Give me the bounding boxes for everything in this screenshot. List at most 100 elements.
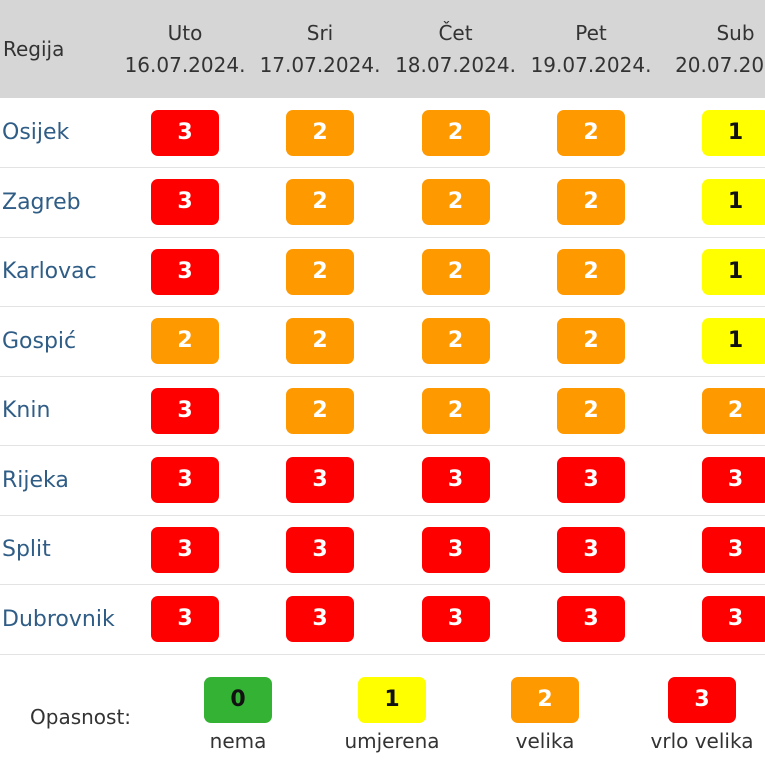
day-date: 16.07.2024. bbox=[124, 53, 246, 77]
danger-cell: 3 bbox=[523, 515, 659, 585]
danger-cell: 3 bbox=[118, 585, 252, 655]
table-header-row: Regija Uto 16.07.2024. Sri 17.07.2024. Čet… bbox=[0, 0, 765, 98]
table-row: Dubrovnik 3 3 3 3 3 bbox=[0, 585, 765, 655]
danger-cell: 2 bbox=[252, 376, 388, 446]
danger-level-badge[interactable]: 3 bbox=[557, 596, 625, 643]
danger-cell: 3 bbox=[659, 515, 765, 585]
legend-badge: 1 bbox=[358, 677, 426, 723]
danger-cell: 3 bbox=[659, 446, 765, 516]
danger-cell: 2 bbox=[523, 98, 659, 168]
danger-level-badge[interactable]: 2 bbox=[701, 387, 765, 434]
legend-badge: 3 bbox=[668, 677, 736, 723]
legend-item: 1 umjerena bbox=[327, 677, 457, 753]
danger-cell: 3 bbox=[659, 585, 765, 655]
danger-cell: 1 bbox=[659, 307, 765, 377]
legend-caption: velika bbox=[515, 729, 575, 753]
region-link[interactable]: Karlovac bbox=[2, 259, 97, 285]
danger-level-badge[interactable]: 3 bbox=[421, 526, 490, 573]
danger-cell: 3 bbox=[118, 515, 252, 585]
danger-level-badge[interactable]: 3 bbox=[151, 457, 219, 504]
region-link[interactable]: Gospić bbox=[2, 328, 77, 354]
danger-cell: 3 bbox=[388, 515, 523, 585]
table-row: Split 3 3 3 3 3 bbox=[0, 515, 765, 585]
legend-item: 3 vrlo velika bbox=[637, 677, 765, 753]
danger-level-badge[interactable]: 3 bbox=[701, 596, 765, 643]
danger-cell: 3 bbox=[118, 98, 252, 168]
danger-level-badge[interactable]: 2 bbox=[421, 179, 490, 226]
danger-level-badge[interactable]: 2 bbox=[557, 318, 625, 365]
danger-level-badge[interactable]: 2 bbox=[557, 387, 625, 434]
danger-level-badge[interactable]: 2 bbox=[421, 318, 490, 365]
fire-danger-table: Regija Uto 16.07.2024. Sri 17.07.2024. Čet… bbox=[0, 0, 765, 655]
region-link[interactable]: Zagreb bbox=[2, 189, 81, 215]
danger-level-badge[interactable]: 2 bbox=[421, 248, 490, 295]
danger-level-badge[interactable]: 3 bbox=[151, 526, 219, 573]
danger-level-badge[interactable]: 2 bbox=[421, 109, 490, 156]
danger-level-badge[interactable]: 3 bbox=[151, 387, 219, 434]
danger-level-badge[interactable]: 2 bbox=[557, 179, 625, 226]
region-link[interactable]: Dubrovnik bbox=[2, 606, 115, 632]
danger-legend: Opasnost: 0 nema 1 umjerena 2 velika 3 v… bbox=[0, 655, 765, 765]
danger-cell: 3 bbox=[252, 446, 388, 516]
danger-level-badge[interactable]: 3 bbox=[151, 179, 219, 226]
danger-level-badge[interactable]: 1 bbox=[701, 248, 765, 295]
danger-level-badge[interactable]: 3 bbox=[557, 526, 625, 573]
day-date: 20.07.2024. bbox=[675, 53, 765, 77]
day-date: 18.07.2024. bbox=[395, 53, 516, 77]
day-name: Pet bbox=[575, 21, 607, 45]
danger-level-badge[interactable]: 1 bbox=[701, 318, 765, 365]
danger-level-badge[interactable]: 3 bbox=[286, 596, 354, 643]
danger-cell: 2 bbox=[523, 237, 659, 307]
danger-level-badge[interactable]: 3 bbox=[151, 109, 219, 156]
legend-item: 0 nema bbox=[173, 677, 303, 753]
danger-cell: 2 bbox=[659, 376, 765, 446]
legend-badge: 0 bbox=[204, 677, 272, 723]
danger-level-badge[interactable]: 3 bbox=[286, 526, 354, 573]
region-link[interactable]: Osijek bbox=[2, 120, 70, 145]
danger-cell: 3 bbox=[523, 446, 659, 516]
danger-cell: 2 bbox=[388, 168, 523, 238]
day-name: Uto bbox=[167, 21, 203, 45]
day-header: Uto 16.07.2024. bbox=[118, 0, 252, 98]
danger-level-badge[interactable]: 2 bbox=[557, 109, 625, 156]
danger-level-badge[interactable]: 2 bbox=[286, 179, 354, 226]
danger-level-badge[interactable]: 2 bbox=[557, 248, 625, 295]
danger-cell: 3 bbox=[118, 376, 252, 446]
danger-cell: 2 bbox=[252, 168, 388, 238]
danger-cell: 3 bbox=[523, 585, 659, 655]
danger-level-badge[interactable]: 3 bbox=[286, 457, 354, 504]
day-date: 19.07.2024. bbox=[530, 53, 652, 77]
danger-level-badge[interactable]: 3 bbox=[421, 596, 490, 643]
danger-level-badge[interactable]: 2 bbox=[421, 387, 490, 434]
danger-cell: 3 bbox=[118, 237, 252, 307]
region-link[interactable]: Rijeka bbox=[2, 467, 69, 493]
day-name: Sub bbox=[716, 21, 755, 45]
danger-level-badge[interactable]: 3 bbox=[701, 526, 765, 573]
region-link[interactable]: Knin bbox=[2, 398, 51, 424]
danger-level-badge[interactable]: 3 bbox=[421, 457, 490, 504]
danger-level-badge[interactable]: 1 bbox=[701, 179, 765, 226]
danger-level-badge[interactable]: 3 bbox=[151, 248, 219, 295]
region-link[interactable]: Split bbox=[2, 537, 51, 563]
danger-level-badge[interactable]: 3 bbox=[151, 596, 219, 643]
danger-level-badge[interactable]: 3 bbox=[557, 457, 625, 504]
table-row: Osijek 3 2 2 2 1 bbox=[0, 98, 765, 168]
danger-level-badge[interactable]: 2 bbox=[286, 248, 354, 295]
danger-cell: 3 bbox=[118, 168, 252, 238]
danger-cell: 2 bbox=[388, 307, 523, 377]
danger-cell: 2 bbox=[388, 98, 523, 168]
danger-level-badge[interactable]: 1 bbox=[701, 109, 765, 156]
danger-cell: 3 bbox=[388, 446, 523, 516]
danger-level-badge[interactable]: 2 bbox=[286, 318, 354, 365]
danger-cell: 2 bbox=[388, 376, 523, 446]
danger-level-badge[interactable]: 3 bbox=[701, 457, 765, 504]
danger-level-badge[interactable]: 2 bbox=[286, 387, 354, 434]
danger-level-badge[interactable]: 2 bbox=[151, 318, 219, 365]
table-row: Knin 3 2 2 2 2 bbox=[0, 376, 765, 446]
day-header: Sub 20.07.2024. bbox=[659, 0, 765, 98]
danger-cell: 1 bbox=[659, 168, 765, 238]
danger-level-badge[interactable]: 2 bbox=[286, 109, 354, 156]
legend-caption: nema bbox=[209, 729, 267, 753]
danger-cell: 2 bbox=[388, 237, 523, 307]
